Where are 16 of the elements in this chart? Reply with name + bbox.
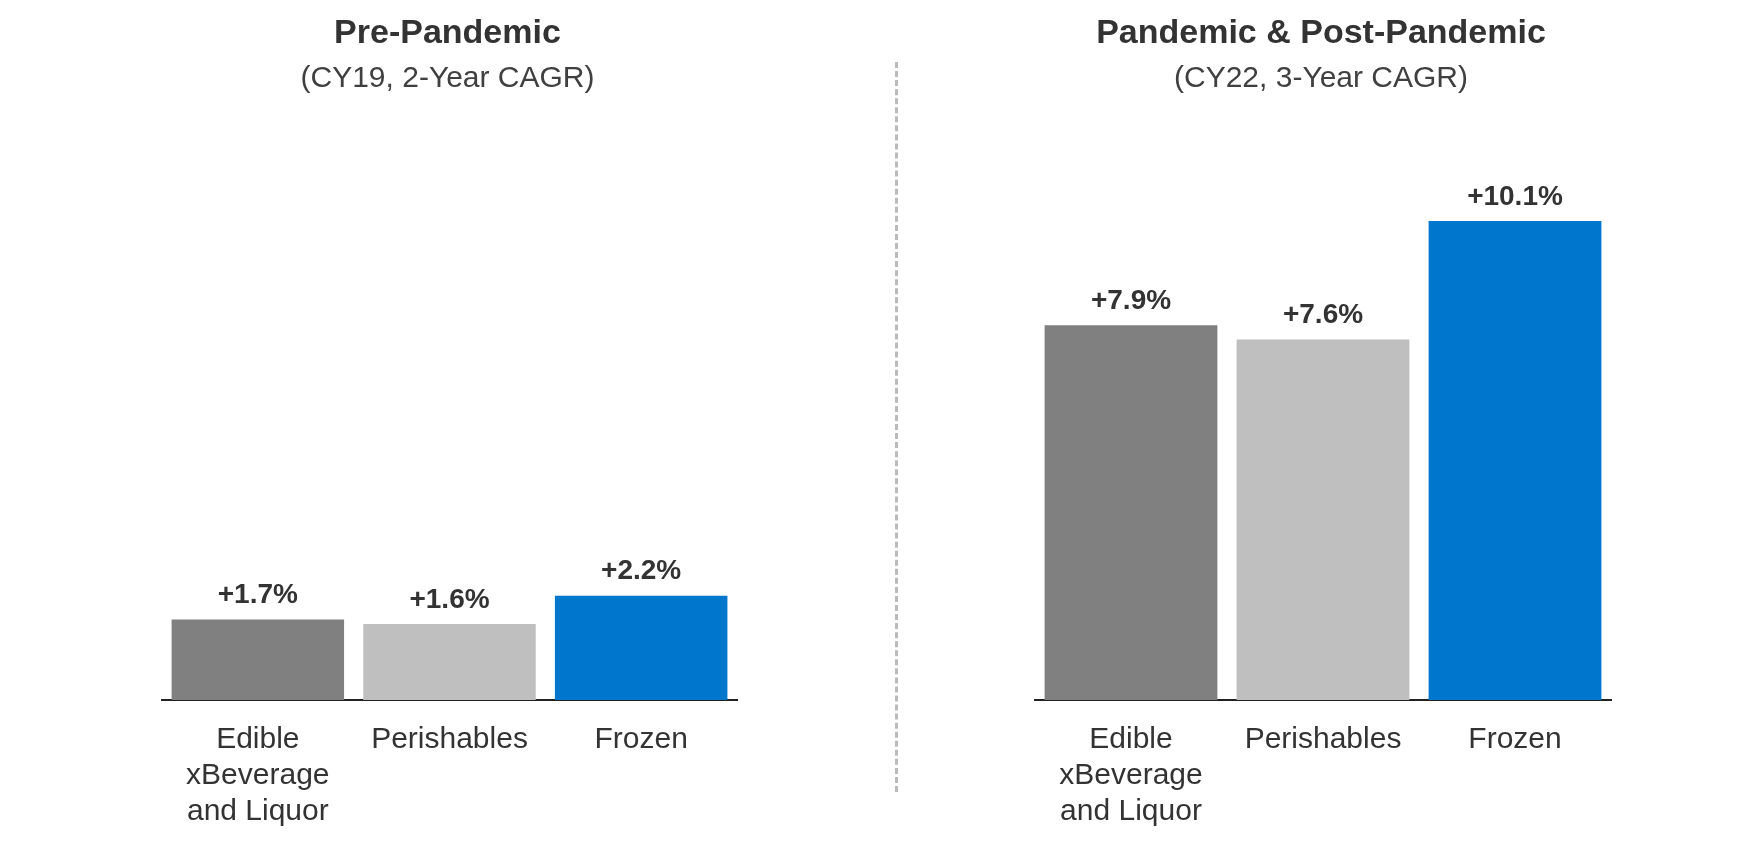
x-tick-label: Edible xBeverage and Liquor (186, 721, 330, 827)
data-label: +1.6% (409, 582, 490, 614)
chart-subtitle: (CY19, 2-Year CAGR) (299, 60, 596, 94)
x-tick-label: Perishables (1244, 721, 1402, 755)
x-tick-label: Frozen (594, 721, 688, 755)
chart-title: Pandemic & Post-Pandemic (1095, 12, 1547, 51)
chart-title: Pre-Pandemic (333, 12, 562, 51)
chart-subtitle: (CY22, 3-Year CAGR) (1173, 60, 1469, 94)
data-label: +7.6% (1282, 298, 1364, 330)
data-label: +10.1% (1467, 179, 1563, 211)
x-tick-label: Edible xBeverage and Liquor (1059, 721, 1203, 827)
data-label: +1.7% (217, 578, 299, 610)
data-label: +7.9% (1090, 284, 1172, 316)
x-tick-label: Perishables (371, 721, 528, 755)
data-label: +2.2% (601, 554, 682, 586)
x-tick-label: Frozen (1468, 721, 1562, 755)
